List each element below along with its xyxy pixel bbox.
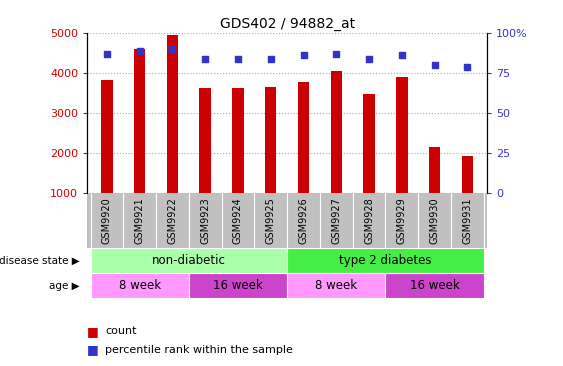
Point xyxy=(463,64,472,70)
Text: 16 week: 16 week xyxy=(213,279,263,292)
Bar xyxy=(330,71,342,193)
Text: type 2 diabetes: type 2 diabetes xyxy=(339,254,432,267)
Text: count: count xyxy=(105,326,137,336)
Point xyxy=(102,51,111,57)
Point xyxy=(397,52,406,58)
Point xyxy=(430,62,439,68)
Text: 16 week: 16 week xyxy=(410,279,459,292)
Text: GSM9930: GSM9930 xyxy=(430,197,440,244)
Title: GDS402 / 94882_at: GDS402 / 94882_at xyxy=(220,16,355,30)
Text: 8 week: 8 week xyxy=(315,279,358,292)
Text: GSM9925: GSM9925 xyxy=(266,197,276,244)
Text: GSM9926: GSM9926 xyxy=(298,197,309,244)
Bar xyxy=(265,87,276,193)
Point xyxy=(168,46,177,52)
Text: percentile rank within the sample: percentile rank within the sample xyxy=(105,344,293,355)
Bar xyxy=(91,248,287,273)
Bar xyxy=(233,88,244,193)
Point xyxy=(332,51,341,57)
Bar xyxy=(167,36,178,193)
Point xyxy=(364,56,373,61)
Point xyxy=(234,56,243,61)
Text: 8 week: 8 week xyxy=(119,279,161,292)
Bar xyxy=(363,94,375,193)
Bar xyxy=(134,49,145,193)
Text: ■: ■ xyxy=(87,325,99,338)
Bar xyxy=(429,147,440,193)
Bar xyxy=(287,248,484,273)
Text: age ▶: age ▶ xyxy=(48,281,79,291)
Bar xyxy=(298,82,309,193)
Text: non-diabetic: non-diabetic xyxy=(152,254,226,267)
Bar xyxy=(386,273,484,298)
Text: GSM9920: GSM9920 xyxy=(102,197,112,244)
Point xyxy=(201,56,210,61)
Text: ■: ■ xyxy=(87,343,99,356)
Text: disease state ▶: disease state ▶ xyxy=(0,255,79,266)
Point xyxy=(266,56,275,61)
Text: GSM9931: GSM9931 xyxy=(462,197,472,244)
Bar xyxy=(462,156,473,193)
Text: GSM9929: GSM9929 xyxy=(397,197,407,244)
Bar xyxy=(199,88,211,193)
Text: GSM9921: GSM9921 xyxy=(135,197,145,244)
Bar xyxy=(101,80,113,193)
Bar xyxy=(91,273,189,298)
Bar xyxy=(287,273,386,298)
Text: GSM9922: GSM9922 xyxy=(167,197,177,244)
Point xyxy=(135,48,144,53)
Point xyxy=(299,52,308,58)
Text: GSM9927: GSM9927 xyxy=(331,197,341,244)
Text: GSM9924: GSM9924 xyxy=(233,197,243,244)
Text: GSM9928: GSM9928 xyxy=(364,197,374,244)
Bar xyxy=(396,76,408,193)
Bar xyxy=(189,273,287,298)
Text: GSM9923: GSM9923 xyxy=(200,197,210,244)
